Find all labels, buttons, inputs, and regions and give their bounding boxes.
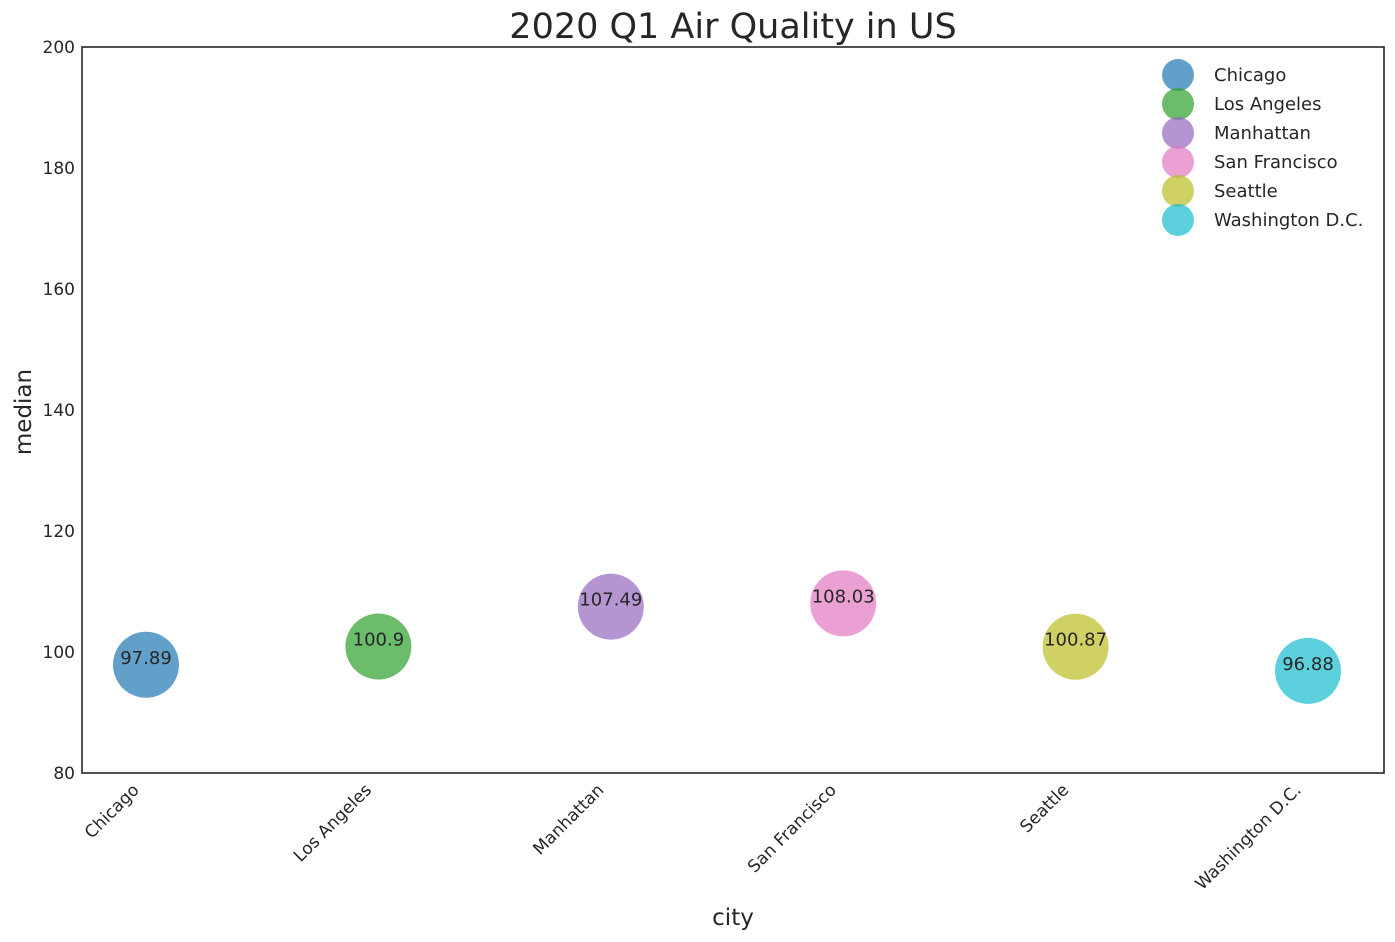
plot-area bbox=[81, 46, 1385, 774]
y-tick-label: 120 bbox=[43, 522, 75, 542]
x-axis-label: city bbox=[712, 905, 754, 931]
legend-marker bbox=[1162, 146, 1194, 178]
legend-marker bbox=[1162, 59, 1194, 91]
chart-title: 2020 Q1 Air Quality in US bbox=[509, 7, 956, 47]
legend-label: San Francisco bbox=[1214, 152, 1338, 173]
x-tick-label: Seattle bbox=[1016, 780, 1073, 837]
data-label: 97.89 bbox=[120, 648, 172, 669]
x-tick-label: Manhattan bbox=[529, 780, 608, 859]
bubble-point bbox=[1275, 637, 1341, 704]
legend-label: Manhattan bbox=[1214, 123, 1311, 144]
y-tick-label: 200 bbox=[43, 38, 75, 58]
bubbles: 97.89 100.9 107.49 108.03 100.87 96.88 bbox=[113, 570, 1341, 704]
bubble-point bbox=[345, 613, 412, 680]
data-label: 96.88 bbox=[1282, 654, 1334, 675]
legend-label: Seattle bbox=[1214, 181, 1278, 202]
y-tick-label: 80 bbox=[53, 764, 75, 784]
y-axis: 80 100 120 140 160 180 200 bbox=[43, 38, 75, 784]
y-tick-label: 160 bbox=[43, 280, 75, 300]
legend-marker bbox=[1162, 88, 1194, 120]
plot-frame bbox=[81, 46, 1385, 774]
x-tick-label: Los Angeles bbox=[290, 780, 376, 866]
y-tick-label: 140 bbox=[43, 401, 75, 421]
x-tick-label: San Francisco bbox=[744, 780, 841, 877]
legend-marker bbox=[1162, 175, 1194, 207]
x-tick-label: Chicago bbox=[81, 780, 143, 842]
x-tick-label: Washington D.C. bbox=[1192, 780, 1306, 894]
x-axis: Chicago Los Angeles Manhattan San Francisco… bbox=[81, 780, 1305, 894]
legend-marker bbox=[1162, 204, 1194, 236]
y-axis-label: median bbox=[11, 369, 37, 455]
data-label: 107.49 bbox=[579, 590, 642, 611]
legend-label: Washington D.C. bbox=[1214, 210, 1363, 231]
legend-marker bbox=[1162, 117, 1194, 149]
legend: Chicago Los Angeles Manhattan San Francisco… bbox=[1162, 59, 1363, 236]
data-label: 100.87 bbox=[1044, 630, 1107, 651]
data-label: 108.03 bbox=[812, 586, 875, 607]
bubble-point bbox=[1042, 613, 1109, 680]
y-tick-label: 180 bbox=[43, 159, 75, 179]
legend-label: Los Angeles bbox=[1214, 94, 1322, 115]
data-label: 100.9 bbox=[353, 630, 405, 651]
bubble-point bbox=[577, 573, 644, 640]
bubble-point bbox=[113, 631, 179, 698]
bubble-point bbox=[810, 570, 877, 637]
y-tick-label: 100 bbox=[43, 643, 75, 663]
legend-label: Chicago bbox=[1214, 65, 1286, 86]
